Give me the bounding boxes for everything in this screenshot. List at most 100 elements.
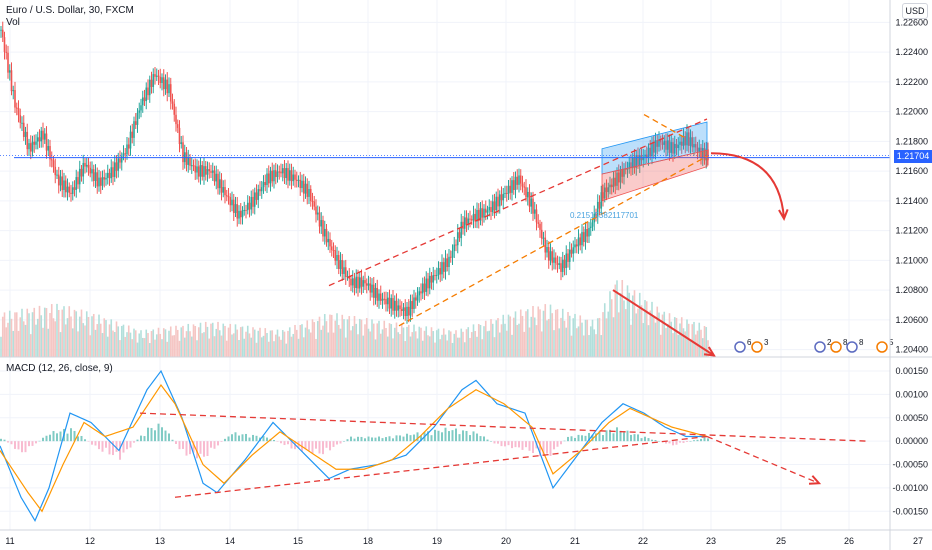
candle-body bbox=[516, 176, 519, 185]
volume-bar bbox=[327, 332, 330, 357]
volume-bar bbox=[385, 327, 387, 357]
currency-button[interactable]: USD bbox=[902, 3, 928, 19]
volume-bar bbox=[425, 326, 428, 357]
candle-body bbox=[448, 256, 450, 268]
candle-body bbox=[150, 79, 153, 87]
candle-body bbox=[224, 187, 226, 196]
histogram-bar bbox=[511, 441, 513, 449]
histogram-bar bbox=[577, 434, 580, 442]
candle-body bbox=[595, 213, 597, 217]
candle-body bbox=[190, 165, 193, 167]
volume-bar bbox=[369, 331, 372, 357]
candle-body bbox=[526, 191, 529, 198]
event-count: 8 bbox=[859, 338, 864, 347]
candle-body bbox=[362, 280, 365, 287]
candle-body bbox=[211, 170, 214, 173]
histogram-bar bbox=[497, 441, 499, 444]
volume-bar bbox=[665, 328, 667, 357]
time-tick-label: 27 bbox=[913, 536, 923, 546]
volume-bar bbox=[595, 334, 597, 357]
histogram-bar bbox=[336, 441, 338, 445]
candle-body bbox=[553, 257, 555, 263]
volume-bar bbox=[87, 316, 90, 357]
candle-body bbox=[323, 228, 326, 237]
volume-bar bbox=[598, 317, 601, 357]
candle-body bbox=[379, 293, 382, 301]
histogram-bar bbox=[479, 436, 482, 442]
histogram-bar bbox=[168, 433, 170, 442]
candle-body bbox=[353, 278, 356, 288]
candle-body bbox=[294, 174, 296, 180]
event-count: 8 bbox=[843, 338, 848, 347]
volume-bar bbox=[518, 323, 520, 357]
candle-body bbox=[483, 208, 485, 218]
volume-bar bbox=[94, 329, 97, 357]
volume-bar bbox=[507, 314, 510, 357]
volume-bar bbox=[89, 335, 92, 357]
volume-bar bbox=[626, 285, 629, 357]
candle-body bbox=[7, 52, 9, 73]
candle-body bbox=[112, 167, 114, 177]
volume-bar bbox=[514, 311, 517, 357]
volume-bar bbox=[661, 314, 664, 357]
candle-body bbox=[61, 176, 64, 191]
candle-body bbox=[439, 268, 442, 275]
candle-body bbox=[38, 137, 41, 142]
candle-body bbox=[369, 283, 372, 293]
histogram-bar bbox=[437, 430, 440, 442]
histogram-bar bbox=[164, 430, 167, 442]
histogram-bar bbox=[388, 436, 391, 442]
histogram-bar bbox=[217, 441, 219, 446]
volume-bar bbox=[668, 313, 671, 357]
volume-bar bbox=[539, 309, 541, 357]
volume-bar bbox=[42, 327, 44, 357]
candle-body bbox=[145, 87, 148, 102]
volume-bar bbox=[547, 318, 550, 357]
candle-body bbox=[276, 171, 279, 178]
volume-bar bbox=[66, 318, 69, 357]
histogram-bar bbox=[77, 436, 79, 442]
candle-body bbox=[386, 297, 389, 305]
candle-body bbox=[628, 162, 631, 169]
candle-body bbox=[540, 229, 543, 239]
volume-bar bbox=[537, 306, 540, 357]
volume-bar bbox=[239, 327, 242, 357]
candle-body bbox=[518, 175, 520, 185]
volume-bar bbox=[379, 333, 382, 357]
price-tick-label: 1.22200 bbox=[895, 77, 928, 87]
candle-body bbox=[138, 110, 141, 113]
volume-bar bbox=[190, 336, 193, 357]
volume-bar bbox=[640, 305, 643, 357]
volume-bar bbox=[210, 323, 212, 357]
candle-body bbox=[631, 157, 634, 169]
volume-bar bbox=[372, 323, 375, 357]
candle-body bbox=[442, 262, 445, 272]
candle-body bbox=[35, 141, 37, 145]
candle-body bbox=[701, 148, 704, 159]
candle-body bbox=[686, 132, 688, 146]
histogram-bar bbox=[14, 441, 16, 449]
volume-bar bbox=[649, 310, 652, 357]
candle-body bbox=[285, 168, 288, 178]
candle-body bbox=[670, 142, 673, 153]
candle-body bbox=[444, 258, 447, 272]
candle-body bbox=[94, 172, 97, 181]
volume-bar bbox=[451, 342, 454, 357]
candle-body bbox=[203, 166, 205, 177]
histogram-bar bbox=[84, 439, 86, 442]
volume-bar bbox=[10, 318, 13, 357]
histogram-bar bbox=[350, 436, 352, 442]
volume-bar bbox=[80, 309, 83, 357]
candle-body bbox=[259, 189, 261, 192]
candle-body bbox=[689, 137, 692, 146]
volume-bar bbox=[693, 321, 695, 357]
drawings[interactable]: 6 3 2 8 8 5 bbox=[0, 113, 894, 357]
candle-body bbox=[306, 183, 309, 197]
macd-tick-label: -0.00050 bbox=[892, 460, 928, 470]
candle-body bbox=[418, 291, 421, 296]
histogram-bar bbox=[703, 437, 706, 442]
volume-bar bbox=[343, 319, 345, 357]
volume-bar bbox=[526, 309, 529, 357]
volume-bar bbox=[309, 332, 312, 357]
